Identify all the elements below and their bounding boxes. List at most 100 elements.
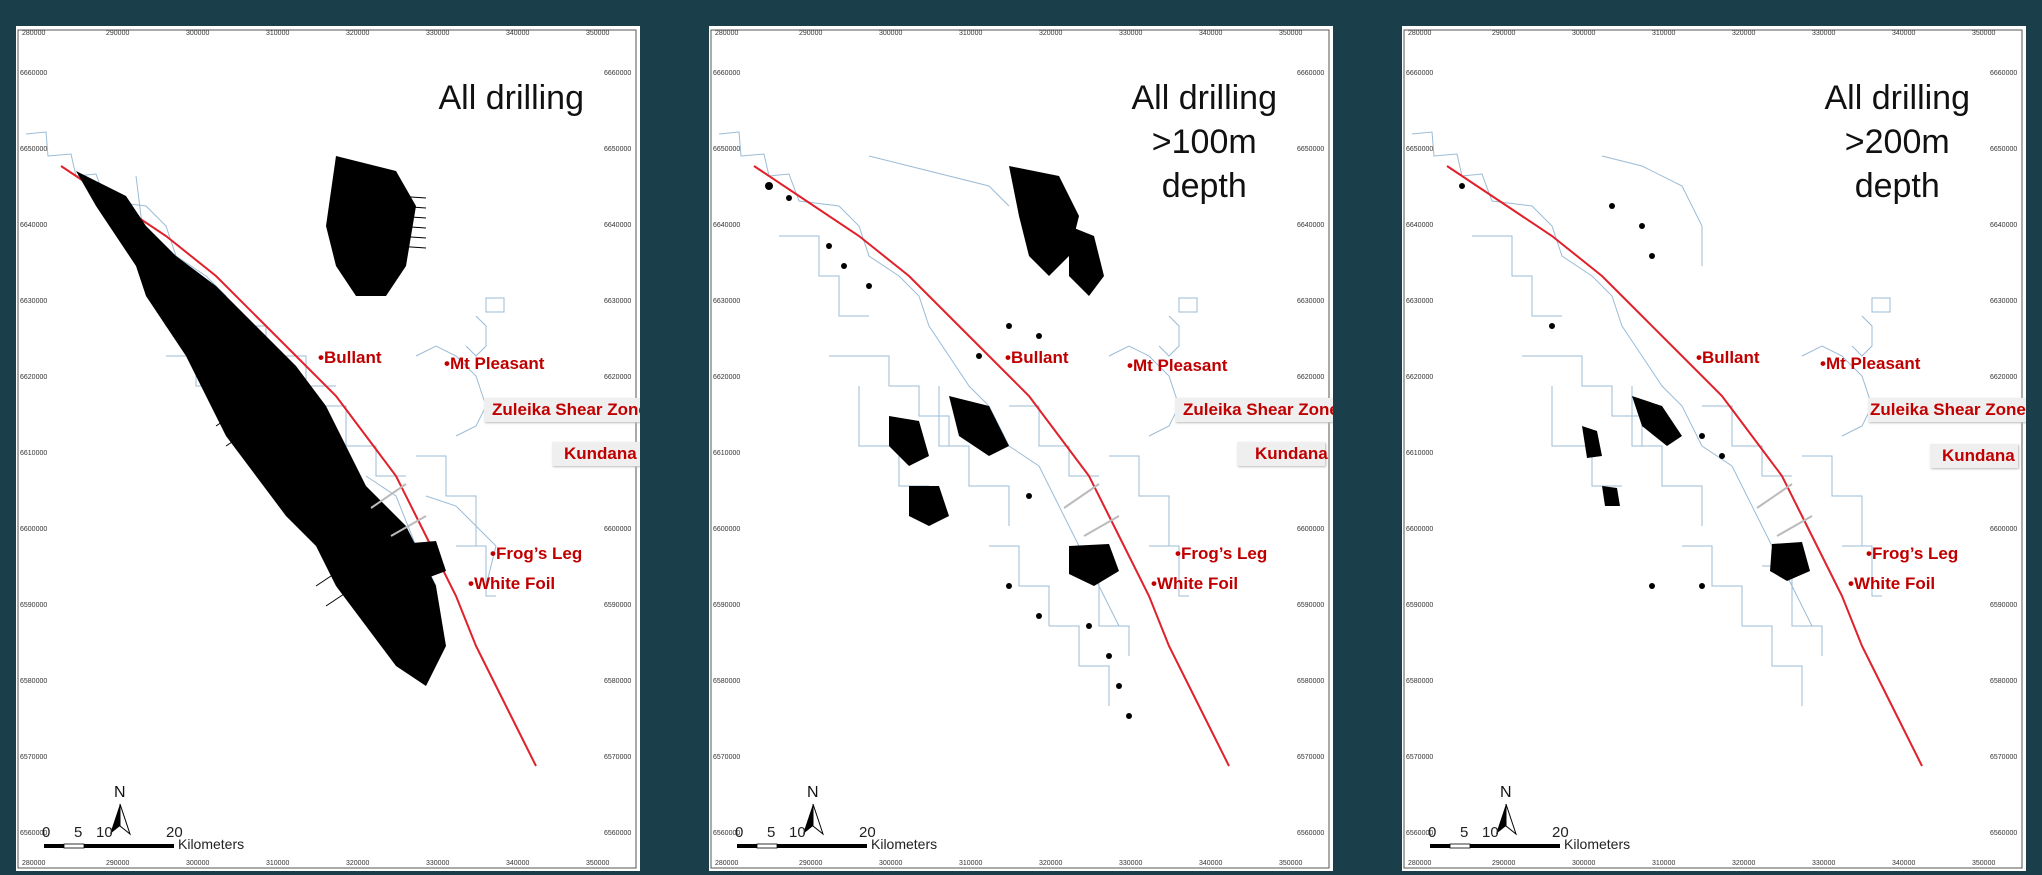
bottom-tick-label: 320000 [1732,860,1756,867]
top-tick-label: 320000 [346,30,370,37]
north-label: N [807,784,819,801]
top-tick-label: 290000 [1492,30,1516,37]
bottom-tick-label: 330000 [1812,860,1836,867]
place-label-zuleika-shear-zone: Zuleika Shear Zone [1870,400,2026,419]
place-label-zuleika-shear-zone: Zuleika Shear Zone [492,400,640,419]
bottom-tick-label: 340000 [1199,860,1223,867]
bottom-tick-label: 300000 [879,860,903,867]
map-frame [1403,29,2023,869]
scale-unit-label: Kilometers [1564,836,1631,852]
title-line: depth [1161,167,1247,205]
bottom-tick-label: 290000 [1492,860,1516,867]
place-label-mt-pleasant: •Mt Pleasant [1820,354,1921,373]
right-tick-label: 6650000 [1297,146,1325,153]
bottom-tick-label: 350000 [1972,860,1996,867]
right-tick-label: 6570000 [1990,754,2018,761]
top-tick-label: 310000 [1652,30,1676,37]
scale-unit-label: Kilometers [178,836,245,852]
top-tick-label: 280000 [22,30,46,37]
kundana-callout-box [1237,442,1325,466]
left-tick-label: 6640000 [713,222,741,229]
scale-label: 0 [1428,824,1437,841]
bottom-tick-label: 290000 [799,860,823,867]
bottom-tick-label: 300000 [1572,860,1596,867]
right-tick-label: 6590000 [1297,602,1325,609]
scale-label: 20 [166,824,183,841]
drill-traverses [215,195,427,607]
left-tick-label: 6660000 [1406,70,1434,77]
place-label-bullant: •Bullant [1696,348,1760,367]
right-tick-label: 6600000 [1990,526,2018,533]
zuleika-callout-line [1063,483,1100,509]
right-tick-label: 6660000 [1990,70,2018,77]
kundana-callout-line [390,515,427,537]
place-label-frogs-leg: •Frog’s Leg [490,544,583,563]
top-tick-label: 300000 [186,30,210,37]
drilling-100m [765,166,1132,719]
top-tick-label: 340000 [506,30,530,37]
shear-zone-line [1446,165,1923,767]
map-panel-drilling-100m: All drilling >100m depth 280000 290000 3… [709,26,1333,871]
right-tick-label: 6650000 [1990,146,2018,153]
top-tick-label: 350000 [1279,30,1303,37]
top-tick-label: 330000 [1812,30,1836,37]
north-arrow-icon [110,803,132,836]
title-line: >100m [1151,123,1257,161]
scale-bar [44,843,174,849]
kundana-callout-box [552,442,640,466]
right-tick-label: 6580000 [604,678,632,685]
map-panel-drilling-200m: All drilling >200m depth 280000 290000 3… [1402,26,2026,871]
right-tick-label: 6620000 [1297,374,1325,381]
bottom-tick-label: 350000 [1279,860,1303,867]
top-tick-label: 340000 [1199,30,1223,37]
place-label-kundana: Kundana [564,444,637,463]
top-tick-label: 320000 [1039,30,1063,37]
place-label-mt-pleasant: •Mt Pleasant [1127,356,1228,375]
scale-label: 5 [767,824,776,841]
bottom-tick-label: 280000 [715,860,739,867]
scale-label: 0 [42,824,51,841]
north-arrow-icon [803,803,825,836]
left-tick-label: 6560000 [1406,830,1434,837]
left-tick-label: 6580000 [20,678,48,685]
right-tick-label: 6600000 [1297,526,1325,533]
right-tick-label: 6590000 [1990,602,2018,609]
left-tick-label: 6570000 [713,754,741,761]
scale-label: 10 [789,824,806,841]
zuleika-callout-line [1756,483,1793,509]
bottom-tick-label: 340000 [1892,860,1916,867]
place-label-bullant: •Bullant [1005,348,1069,367]
title-line: All drilling [438,79,585,117]
right-tick-label: 6650000 [604,146,632,153]
left-tick-label: 6650000 [713,146,741,153]
top-tick-label: 350000 [586,30,610,37]
right-tick-label: 6660000 [1297,70,1325,77]
kundana-callout-box [1930,444,2018,468]
right-tick-label: 6580000 [1990,678,2018,685]
right-tick-label: 6580000 [1297,678,1325,685]
left-tick-label: 6610000 [20,450,48,457]
bottom-tick-label: 320000 [346,860,370,867]
right-tick-label: 6630000 [1990,298,2018,305]
title-line: depth [1854,167,1940,205]
left-tick-label: 6590000 [20,602,48,609]
right-tick-label: 6570000 [1297,754,1325,761]
top-tick-label: 290000 [106,30,130,37]
left-tick-label: 6560000 [713,830,741,837]
right-tick-label: 6630000 [1297,298,1325,305]
left-tick-label: 6590000 [713,602,741,609]
drilling-all [76,156,446,686]
top-tick-label: 330000 [1119,30,1143,37]
bottom-tick-label: 330000 [426,860,450,867]
drilling-200m [1459,183,1810,589]
right-tick-label: 6640000 [604,222,632,229]
right-tick-label: 6600000 [604,526,632,533]
left-tick-label: 6580000 [1406,678,1434,685]
top-tick-label: 290000 [799,30,823,37]
panel-title: All drilling >200m depth [1825,76,1971,208]
top-tick-label: 310000 [266,30,290,37]
scale-label: 5 [74,824,83,841]
place-label-white-foil: •White Foil [1848,574,1936,593]
scale-label: 20 [859,824,876,841]
left-tick-label: 6640000 [20,222,48,229]
